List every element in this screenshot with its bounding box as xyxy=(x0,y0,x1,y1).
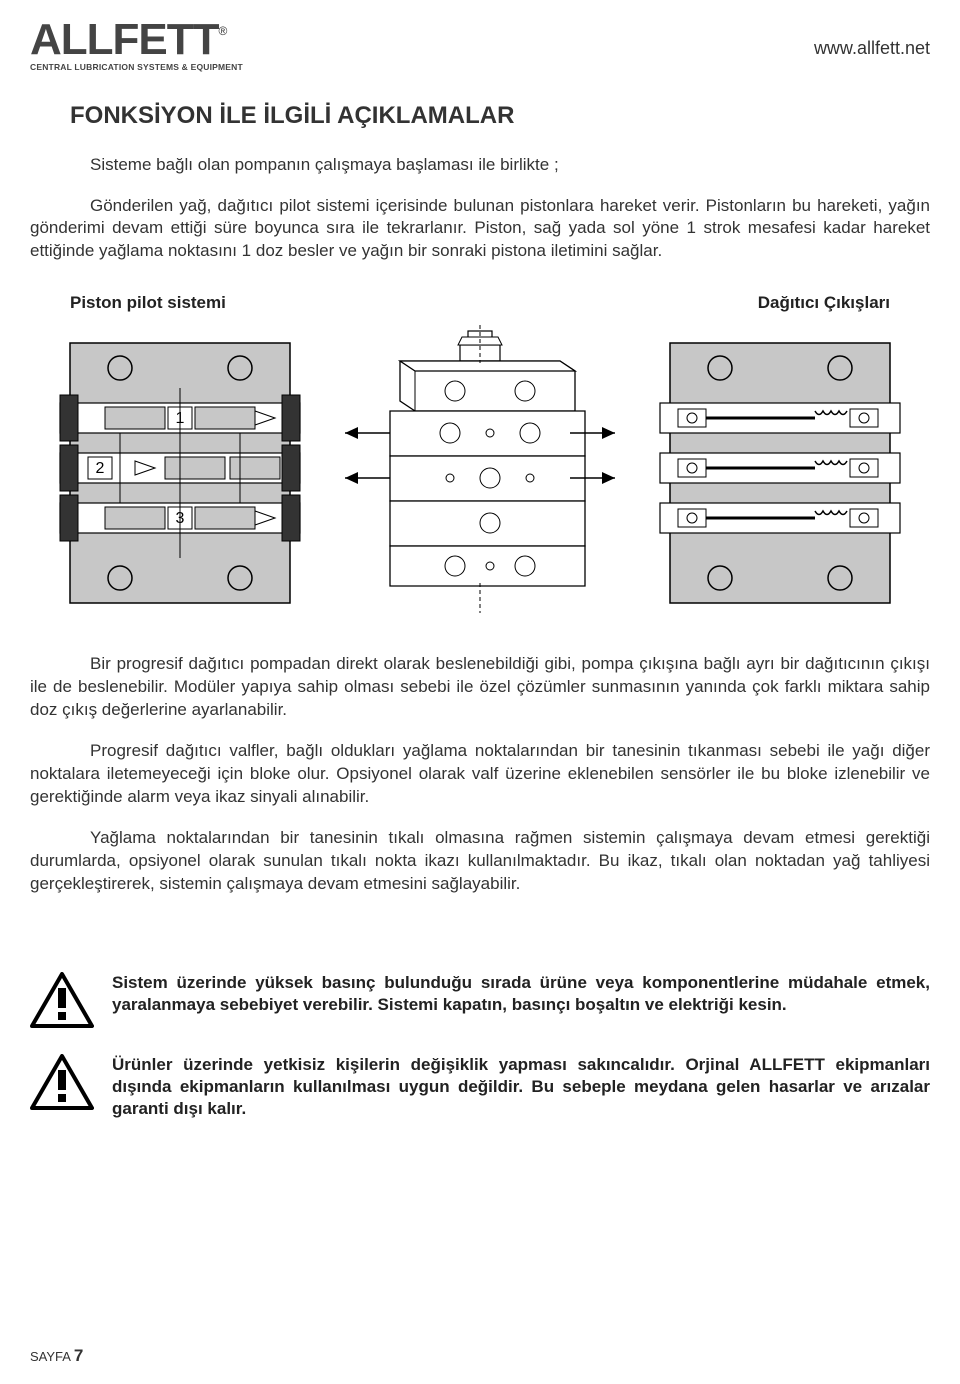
caption-right: Dağıtıcı Çıkışları xyxy=(758,293,890,313)
paragraph-3: Bir progresif dağıtıcı pompadan direkt o… xyxy=(30,653,930,722)
logo-main: ALLFETT xyxy=(30,15,219,64)
piston-label-2: 2 xyxy=(96,460,105,477)
header-url: www.allfett.net xyxy=(814,38,930,59)
page-header: ALLFETT® CENTRAL LUBRICATION SYSTEMS & E… xyxy=(30,20,930,72)
logo-sub: CENTRAL LUBRICATION SYSTEMS & EQUIPMENT xyxy=(30,62,243,72)
page-footer: SAYFA 7 xyxy=(30,1346,83,1366)
diagram-manifold xyxy=(340,323,620,623)
manifold-svg xyxy=(340,323,620,623)
outlet-row xyxy=(660,503,900,533)
paragraph-2: Gönderilen yağ, dağıtıcı pilot sistemi i… xyxy=(30,195,930,264)
diagram-captions: Piston pilot sistemi Dağıtıcı Çıkışları xyxy=(70,293,890,313)
warning-2: Ürünler üzerinde yetkisiz kişilerin deği… xyxy=(30,1054,930,1120)
diagram-row: 1 2 xyxy=(40,323,920,623)
paragraph-4: Progresif dağıtıcı valfler, bağlı oldukl… xyxy=(30,740,930,809)
warning-icon xyxy=(30,972,94,1028)
logo-reg: ® xyxy=(219,24,228,38)
warning-text-2: Ürünler üzerinde yetkisiz kişilerin deği… xyxy=(112,1054,930,1120)
paragraph-1: Sisteme bağlı olan pompanın çalışmaya ba… xyxy=(30,154,930,177)
caption-left: Piston pilot sistemi xyxy=(70,293,226,313)
warning-icon xyxy=(30,1054,94,1110)
outlet-row xyxy=(660,403,900,433)
diagram-piston-pilot: 1 2 xyxy=(40,333,320,613)
outlet-row xyxy=(660,453,900,483)
diagram-outlets xyxy=(640,333,920,613)
warning-1: Sistem üzerinde yüksek basınç bulunduğu … xyxy=(30,972,930,1028)
warning-text-1: Sistem üzerinde yüksek basınç bulunduğu … xyxy=(112,972,930,1016)
footer-pagenum: 7 xyxy=(74,1346,83,1365)
piston-diagram-svg: 1 2 xyxy=(50,333,310,613)
paragraph-5: Yağlama noktalarından bir tanesinin tıka… xyxy=(30,827,930,896)
logo: ALLFETT® CENTRAL LUBRICATION SYSTEMS & E… xyxy=(30,20,243,72)
page-title: FONKSİYON İLE İLGİLİ AÇIKLAMALAR xyxy=(70,102,930,130)
footer-label: SAYFA xyxy=(30,1349,70,1364)
outlets-svg xyxy=(650,333,910,613)
